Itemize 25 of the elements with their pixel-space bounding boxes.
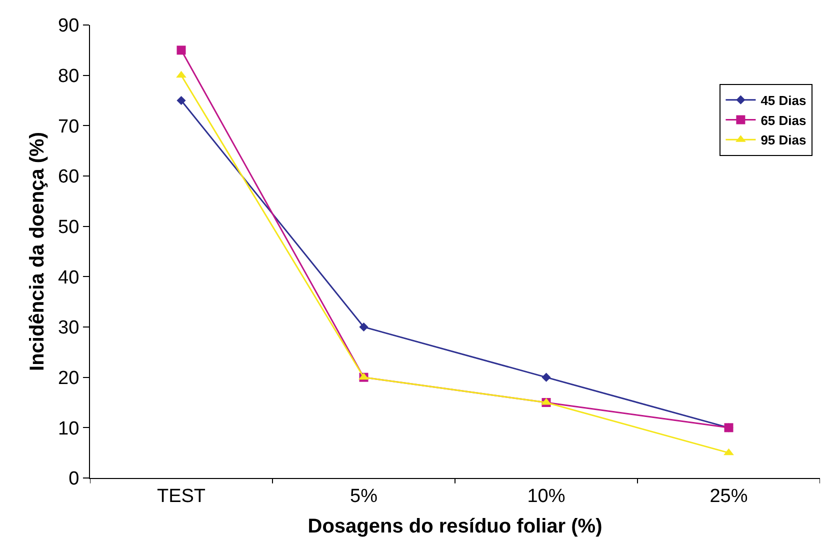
y-tick-label: 40 [58,267,80,288]
legend-label: 65 Dias [760,112,806,128]
y-tick-label: 30 [58,318,80,339]
y-axis-title: Incidência da doença (%) [26,132,49,371]
point [176,46,186,55]
x-axis-title: Dosagens do resíduo foliar (%) [308,515,602,538]
x-tick-label: 5% [350,486,378,507]
y-tick-label: 10 [58,418,80,440]
legend-label: 95 Dias [760,132,806,148]
y-tick-label: 60 [58,166,80,188]
x-tick-label: 10% [527,486,566,507]
y-tick-label: 70 [58,116,80,138]
legend-label: 45 Dias [760,92,806,108]
x-tick-label: 25% [710,486,748,507]
y-tick-label: 50 [58,216,80,238]
point [359,322,368,332]
y-tick-label: 80 [58,66,80,87]
point [176,70,186,78]
point [542,372,551,382]
y-tick-label: 20 [58,368,80,389]
point [176,96,186,106]
point [724,448,734,456]
y-tick-label: 0 [68,468,80,490]
x-tick-label: TEST [156,486,206,507]
y-tick-label: 90 [58,16,80,37]
